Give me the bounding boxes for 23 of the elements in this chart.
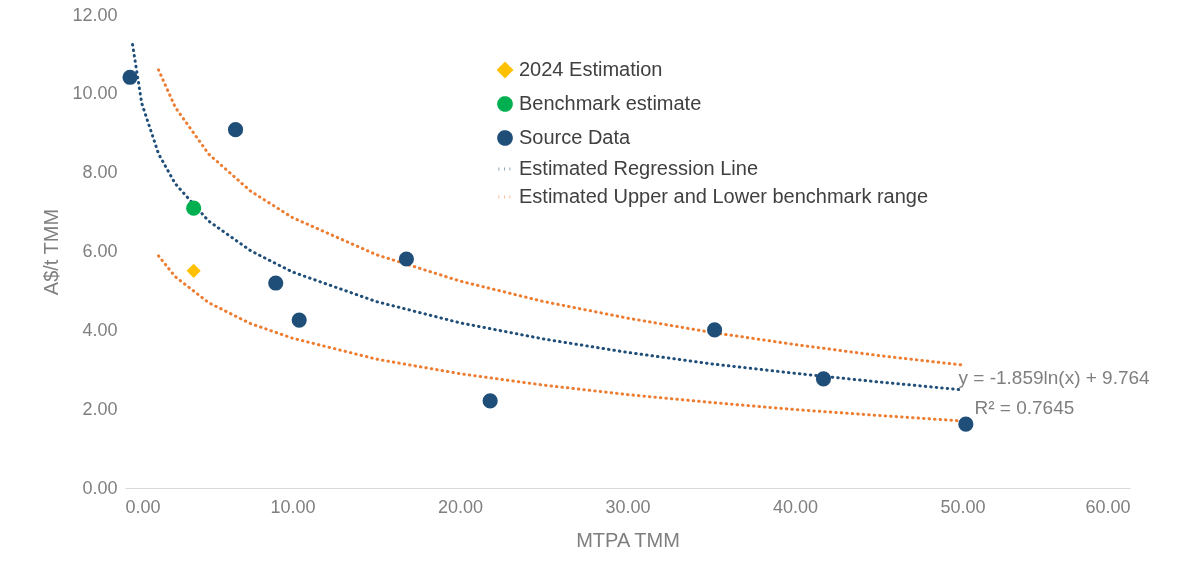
y-tick-label: 12.00 (72, 4, 118, 25)
x-tick-label: 20.00 (437, 496, 484, 517)
y-tick-label: 0.00 (82, 477, 118, 498)
x-tick-label: 50.00 (940, 496, 986, 517)
legend-label: Estimated Upper and Lower benchmark range (519, 185, 929, 207)
legend-label: Benchmark estimate (519, 92, 702, 114)
legend-label: 2024 Estimation (519, 58, 663, 80)
legend-label: Estimated Regression Line (519, 157, 759, 179)
y-tick-label: 6.00 (82, 241, 118, 261)
y-tick-label: 8.00 (82, 162, 118, 183)
x-tick-label: 10.00 (270, 496, 316, 517)
y-tick-label: 10.00 (72, 83, 118, 104)
x-tick-label: 0.00 (125, 496, 161, 517)
legend-label: Source Data (519, 126, 632, 148)
x-tick-label: 60.00 (1085, 496, 1131, 517)
x-tick-label: 40.00 (772, 496, 819, 517)
annotation: y = -1.859ln(x) + 9.764 (958, 366, 1151, 388)
y-axis-title: A$/t TMM (40, 208, 63, 296)
annotation: R² = 0.7645 (974, 396, 1075, 418)
y-tick-label: 2.00 (82, 398, 118, 419)
x-axis-title: MTPA TMM (576, 528, 680, 551)
y-tick-label: 4.00 (82, 319, 118, 340)
x-tick-label: 30.00 (605, 496, 651, 517)
